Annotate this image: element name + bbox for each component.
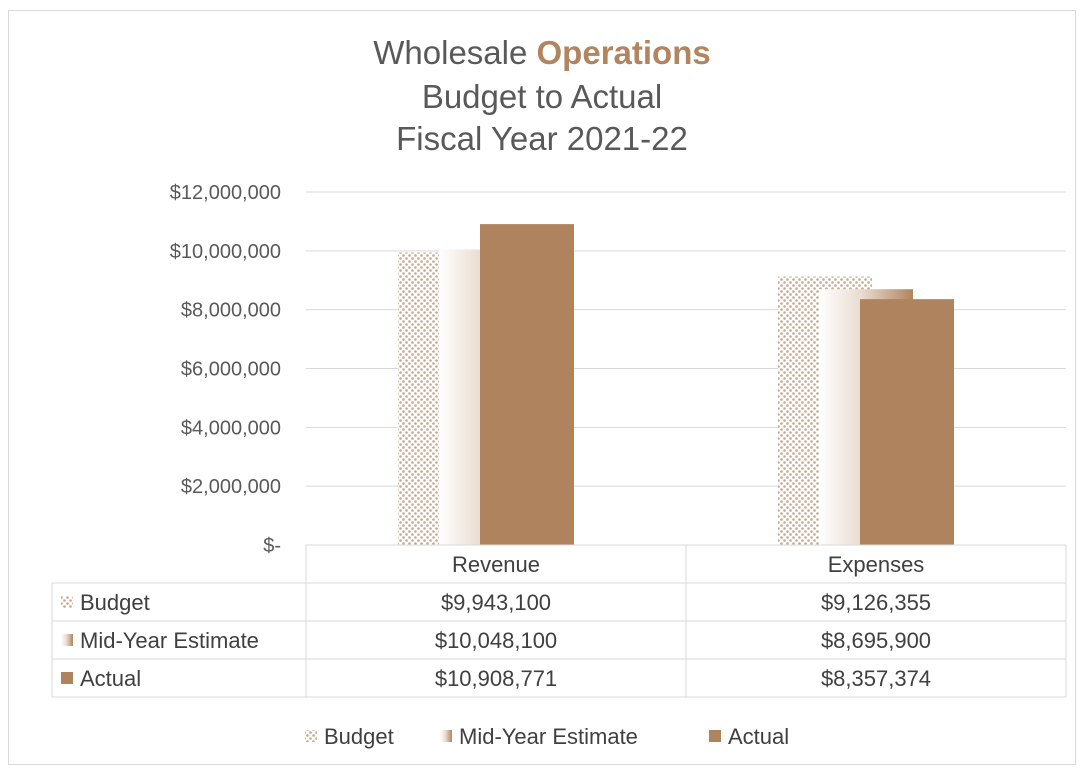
- y-tick-label: $12,000,000: [170, 182, 281, 204]
- legend-key-icon: [61, 634, 73, 646]
- y-tick-label: $4,000,000: [181, 417, 281, 439]
- chart-title: Wholesale Operations Budget to Actual Fi…: [373, 34, 710, 157]
- x-category-label: Expenses: [828, 552, 925, 577]
- chart-title-line3: Fiscal Year 2021-22: [396, 120, 688, 157]
- y-tick-label: $-: [263, 535, 281, 557]
- y-axis-tick-labels: $- $2,000,000 $4,000,000 $6,000,000 $8,000,0…: [170, 182, 281, 557]
- table-cell: $10,048,100: [435, 628, 557, 653]
- legend-key-icon: [440, 730, 452, 742]
- legend: Budget Mid-Year Estimate Actual: [305, 724, 789, 749]
- legend-key-icon: [61, 596, 73, 608]
- x-category-label: Revenue: [452, 552, 540, 577]
- legend-item-label: Actual: [728, 724, 789, 749]
- table-cell: $8,695,900: [821, 628, 931, 653]
- y-tick-label: $8,000,000: [181, 300, 281, 322]
- table-row-label: Budget: [80, 590, 150, 615]
- chart-canvas: Wholesale Operations Budget to Actual Fi…: [51, 34, 1067, 749]
- y-tick-label: $10,000,000: [170, 241, 281, 263]
- y-tick-label: $2,000,000: [181, 476, 281, 498]
- table-row-label: Actual: [80, 666, 141, 691]
- y-tick-label: $6,000,000: [181, 359, 281, 381]
- legend-key-icon: [709, 730, 721, 742]
- table-cell: $9,126,355: [821, 590, 931, 615]
- legend-item-label: Budget: [324, 724, 394, 749]
- bars: [398, 224, 954, 545]
- data-table: Revenue Expenses Budget $9,943,100 $9,126,35…: [51, 544, 1067, 698]
- legend-key-icon: [61, 672, 73, 684]
- table-cell: $9,943,100: [441, 590, 551, 615]
- chart-title-line1: Wholesale Operations: [373, 34, 710, 71]
- bar-actual-revenue: [480, 224, 574, 545]
- bar-actual-expenses: [860, 299, 954, 545]
- chart-frame: Wholesale Operations Budget to Actual Fi…: [8, 10, 1076, 765]
- table-cell: $8,357,374: [821, 666, 931, 691]
- table-cell: $10,908,771: [435, 666, 557, 691]
- legend-item-label: Mid-Year Estimate: [459, 724, 638, 749]
- legend-key-icon: [305, 730, 317, 742]
- table-row-label: Mid-Year Estimate: [80, 628, 259, 653]
- chart-title-line2: Budget to Actual: [422, 78, 662, 115]
